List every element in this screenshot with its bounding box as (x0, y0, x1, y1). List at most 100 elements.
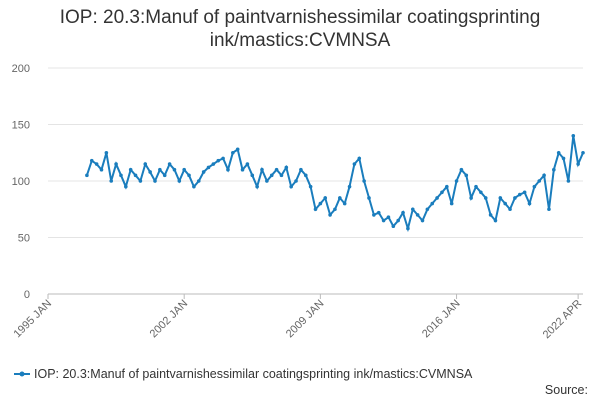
data-point (372, 213, 376, 217)
y-tick-label: 100 (12, 176, 30, 188)
data-point (376, 210, 381, 215)
data-point (133, 173, 138, 178)
data-point (260, 167, 264, 172)
data-point (192, 184, 196, 189)
data-point (527, 201, 532, 206)
data-point (401, 210, 405, 215)
data-point (488, 213, 493, 217)
y-tick-label: 150 (12, 120, 30, 132)
data-point (396, 218, 400, 223)
data-point (119, 173, 123, 178)
data-point (206, 165, 211, 170)
data-point (250, 173, 255, 178)
x-tick-label: 2016 JAN (420, 298, 463, 341)
data-point (566, 179, 571, 183)
legend-marker (19, 371, 25, 377)
data-point (172, 167, 177, 172)
data-point (294, 179, 298, 183)
data-point (513, 196, 517, 200)
data-point (386, 215, 391, 219)
data-point (435, 196, 439, 200)
data-point (561, 156, 566, 161)
data-point (284, 165, 289, 170)
data-point (240, 167, 245, 172)
data-point (425, 207, 430, 212)
data-point (522, 190, 527, 195)
data-point (483, 196, 488, 200)
data-point (99, 167, 104, 172)
data-point (177, 179, 182, 183)
x-tick-label: 2002 JAN (148, 298, 191, 341)
data-point (381, 218, 386, 223)
data-point (503, 201, 507, 206)
data-point (479, 190, 483, 195)
x-tick-label: 1995 JAN (11, 298, 54, 341)
data-point (576, 162, 580, 166)
data-point (449, 201, 454, 206)
data-point (231, 150, 235, 155)
data-point (211, 162, 216, 166)
legend-label: IOP: 20.3:Manuf of paintvarnishessimilar… (34, 367, 473, 381)
x-tick-label: 2022 APR (541, 298, 585, 342)
data-point (226, 167, 230, 172)
data-point (532, 184, 537, 189)
data-point (167, 162, 172, 166)
data-point (454, 179, 459, 183)
data-line (85, 135, 584, 233)
data-point (114, 162, 118, 166)
data-point (537, 179, 542, 183)
data-point (552, 167, 556, 172)
y-tick-label: 200 (12, 63, 30, 75)
data-point (308, 184, 313, 189)
data-point (109, 179, 114, 183)
data-point (367, 196, 371, 200)
data-point (469, 196, 473, 200)
data-point (221, 156, 225, 161)
data-point (464, 173, 469, 178)
data-point (352, 162, 357, 166)
data-point (148, 170, 152, 174)
data-point (245, 162, 250, 166)
data-point (216, 158, 221, 163)
data-point (299, 167, 303, 172)
data-point (357, 156, 362, 161)
data-point (347, 184, 352, 189)
chart-title: IOP: 20.3:Manuf of paintvarnishessimilar… (59, 7, 541, 51)
y-tick-label: 50 (18, 233, 30, 245)
y-tick-label: 0 (24, 289, 30, 301)
data-point (517, 192, 522, 197)
data-point (94, 162, 99, 166)
data-point (474, 184, 478, 189)
source-label: Source: (545, 383, 588, 397)
data-point (318, 201, 323, 206)
data-point (265, 179, 269, 183)
data-point (274, 167, 279, 172)
data-point (138, 179, 143, 183)
data-point (124, 184, 128, 189)
data-point (158, 167, 162, 172)
data-point (415, 213, 420, 217)
data-point (338, 196, 342, 200)
data-point (289, 184, 293, 189)
data-point (201, 170, 206, 174)
data-point (493, 218, 498, 223)
data-point (508, 207, 512, 212)
data-point (362, 179, 366, 183)
data-point (196, 179, 201, 183)
data-point (143, 162, 148, 166)
data-point (235, 147, 240, 152)
data-point (323, 196, 328, 200)
data-point (430, 201, 435, 206)
data-point (440, 190, 444, 195)
data-point (279, 173, 284, 178)
data-point (89, 158, 94, 163)
data-point (556, 150, 561, 155)
data-point (542, 173, 546, 178)
data-point (410, 207, 415, 212)
data-point (571, 134, 576, 138)
data-point (162, 173, 167, 178)
data-point (128, 167, 133, 172)
data-point (182, 167, 186, 172)
